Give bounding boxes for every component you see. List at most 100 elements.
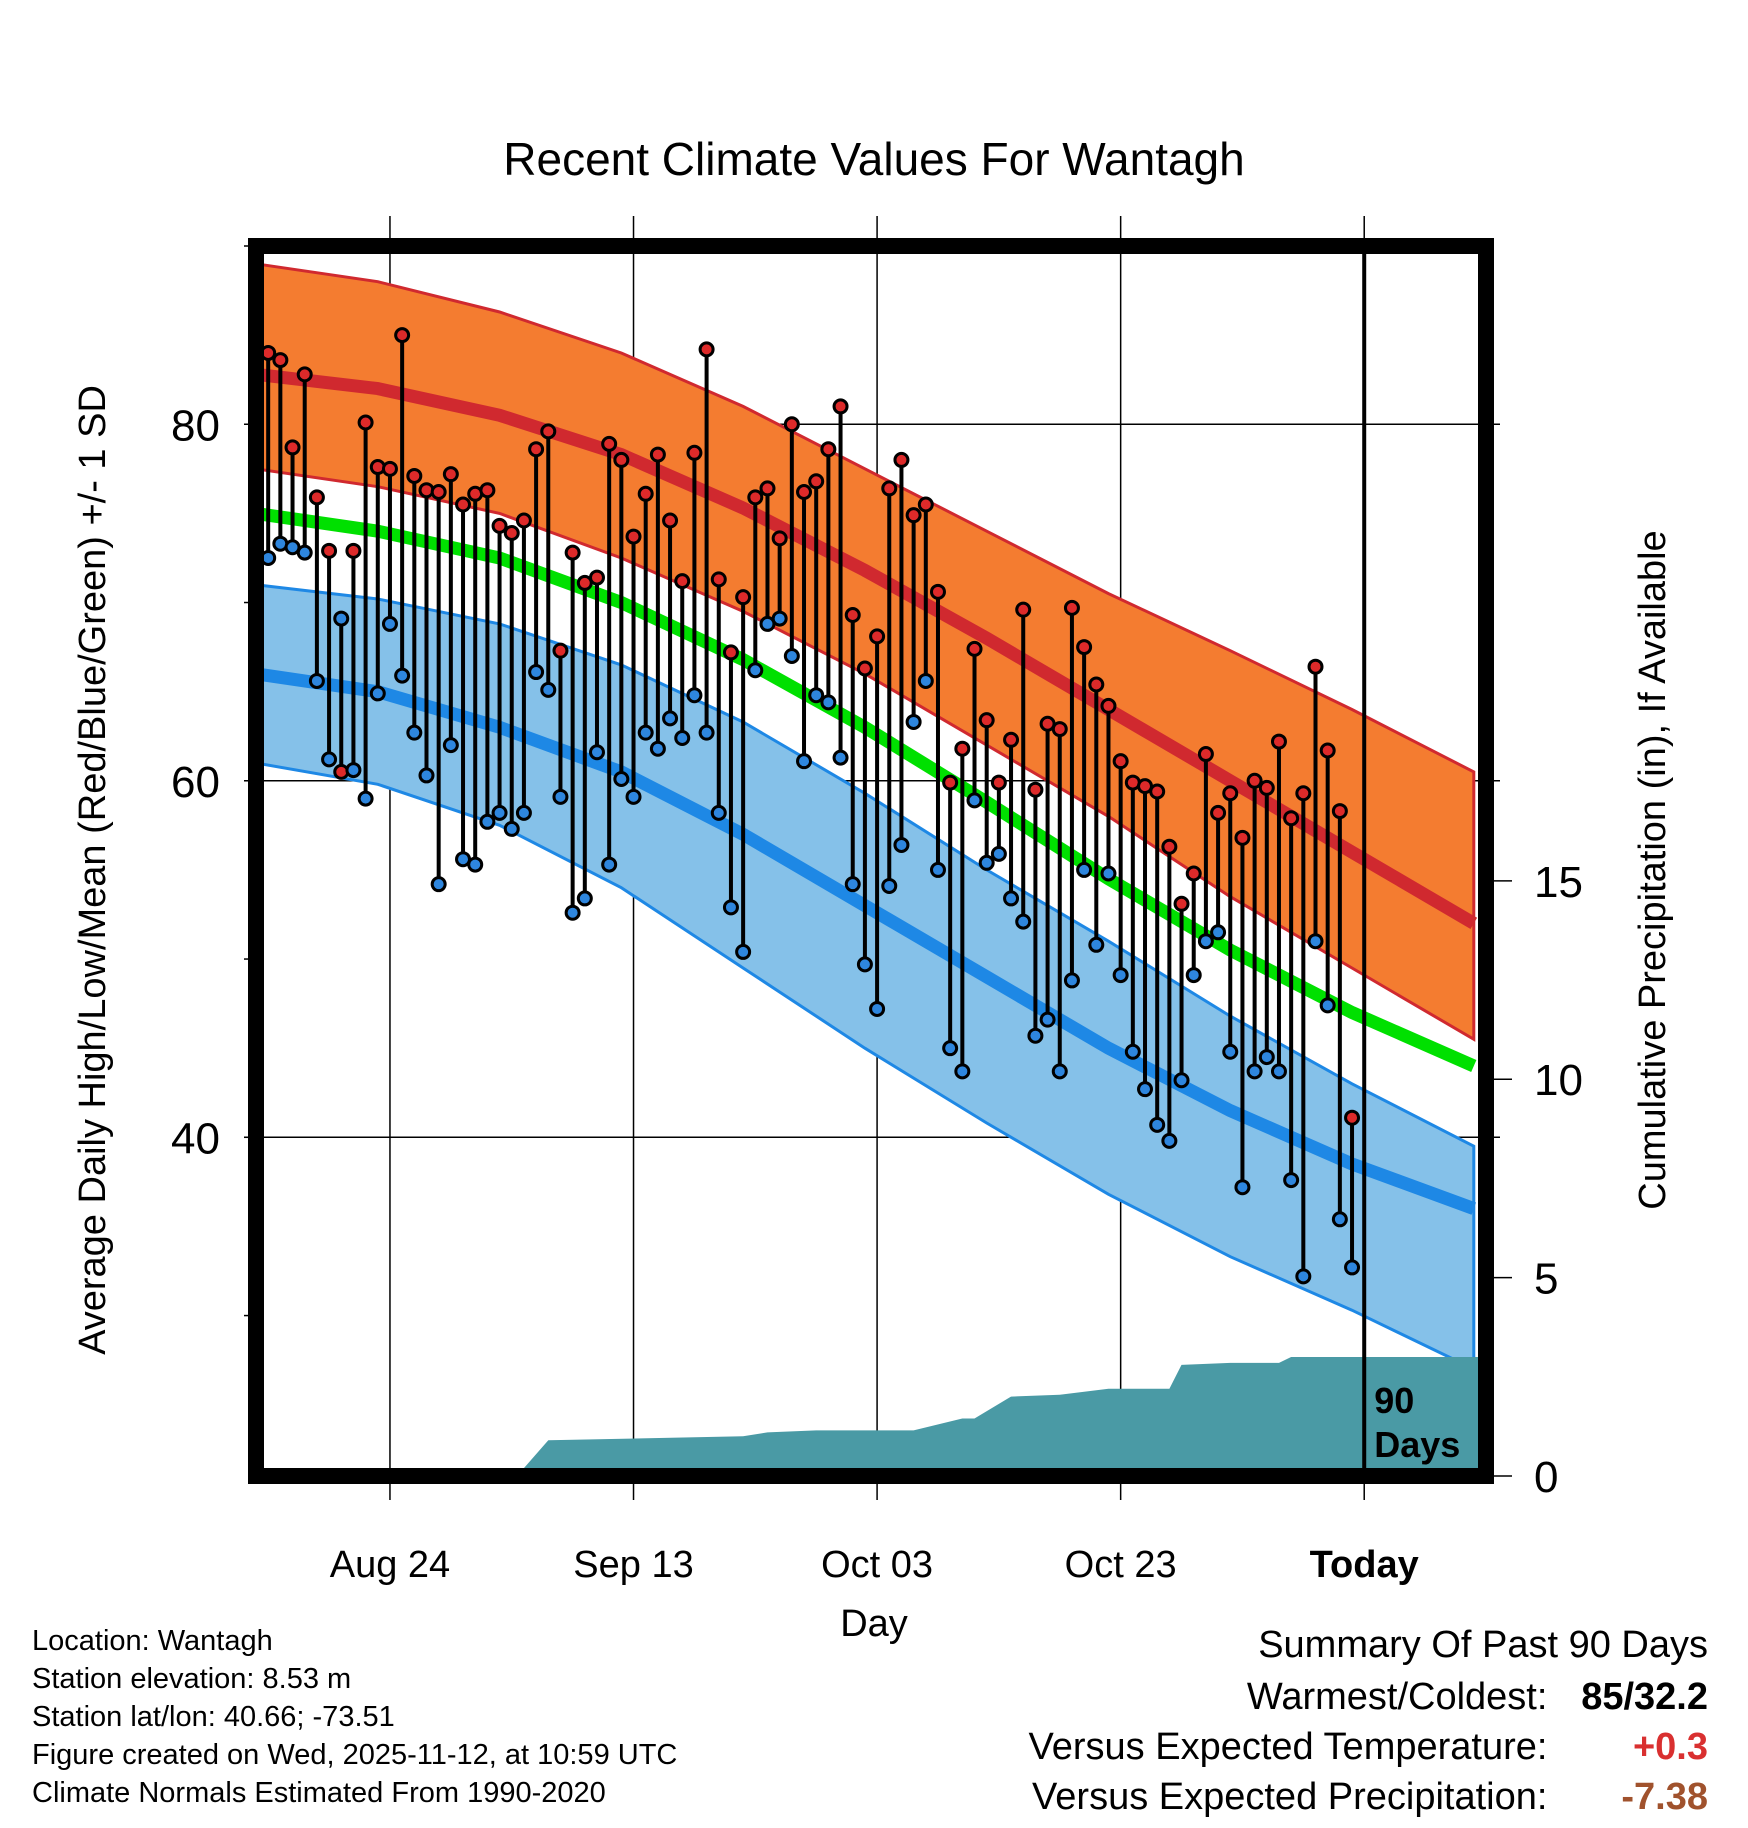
daily-high-point bbox=[674, 573, 691, 590]
daily-low-point bbox=[954, 1063, 971, 1080]
daily-low-point bbox=[564, 904, 581, 921]
daily-high-point bbox=[625, 528, 642, 545]
daily-low-point bbox=[333, 610, 350, 627]
daily-high-point bbox=[515, 512, 532, 529]
daily-high-point bbox=[1344, 1109, 1361, 1126]
daily-low-point bbox=[1246, 1063, 1263, 1080]
daily-low-point bbox=[1100, 865, 1117, 882]
daily-low-point bbox=[1173, 1072, 1190, 1089]
daily-high-point bbox=[1027, 781, 1044, 798]
daily-high-point bbox=[832, 398, 849, 415]
daily-high-point bbox=[430, 484, 447, 500]
daily-high-point bbox=[954, 740, 971, 757]
daily-low-point bbox=[1161, 1132, 1178, 1149]
daily-low-point bbox=[1003, 890, 1020, 907]
summary-precip-value: -7.38 bbox=[1621, 1776, 1708, 1818]
summary-temp-row: Versus Expected Temperature: +0.3 bbox=[1029, 1726, 1708, 1769]
daily-high-point bbox=[1270, 733, 1287, 750]
info-normals: Climate Normals Estimated From 1990-2020 bbox=[32, 1777, 606, 1809]
daily-high-point bbox=[1197, 746, 1214, 763]
daily-low-point bbox=[905, 713, 922, 730]
daily-low-point bbox=[406, 724, 423, 741]
daily-high-point bbox=[1234, 829, 1251, 846]
daily-high-point bbox=[1173, 895, 1190, 912]
daily-high-point bbox=[357, 414, 374, 431]
daily-low-point bbox=[832, 749, 849, 766]
summary-title: Summary Of Past 90 Days bbox=[1258, 1624, 1708, 1666]
plot-frame bbox=[248, 238, 1494, 1484]
daily-high-point bbox=[308, 489, 325, 506]
daily-low-point bbox=[1222, 1043, 1239, 1060]
daily-high-point bbox=[540, 423, 557, 440]
daily-low-point bbox=[942, 1040, 959, 1057]
summary-temp-value: +0.3 bbox=[1632, 1726, 1708, 1768]
daily-low-point bbox=[662, 710, 679, 727]
daily-high-point bbox=[710, 571, 727, 588]
y-axis-label: Average Daily High/Low/Mean (Red/Blue/Gr… bbox=[72, 385, 114, 1355]
daily-low-point bbox=[978, 854, 995, 871]
daily-low-point bbox=[710, 804, 727, 821]
daily-high-point bbox=[479, 482, 496, 499]
daily-low-point bbox=[674, 730, 691, 746]
info-elevation: Station elevation: 8.53 m bbox=[32, 1663, 352, 1695]
daily-low-point bbox=[613, 771, 630, 787]
daily-high-point bbox=[649, 446, 666, 463]
daily-low-point bbox=[1270, 1063, 1287, 1080]
x-axis-label: Day bbox=[840, 1603, 908, 1645]
daily-low-point bbox=[808, 687, 825, 704]
daily-low-point bbox=[929, 861, 946, 878]
info-created: Figure created on Wed, 2025-11-12, at 10… bbox=[32, 1739, 678, 1771]
daily-low-point bbox=[1063, 972, 1080, 989]
daily-high-point bbox=[796, 484, 813, 500]
daily-high-point bbox=[296, 366, 313, 383]
daily-high-point bbox=[1222, 785, 1239, 802]
daily-low-point bbox=[771, 610, 788, 627]
daily-low-point bbox=[576, 890, 593, 907]
daily-high-point bbox=[588, 569, 605, 586]
daily-high-point bbox=[381, 460, 398, 477]
daily-low-point bbox=[418, 767, 435, 784]
daily-high-point bbox=[1307, 658, 1324, 675]
daily-low-point bbox=[735, 943, 752, 960]
daily-low-point bbox=[1331, 1211, 1348, 1228]
daily-high-point bbox=[1258, 779, 1275, 796]
daily-low-point bbox=[698, 724, 715, 741]
daily-high-point bbox=[1015, 601, 1032, 618]
daily-low-point bbox=[1076, 861, 1093, 878]
daily-low-point bbox=[722, 899, 739, 916]
daily-low-point bbox=[394, 667, 411, 684]
daily-low-point bbox=[1197, 933, 1214, 950]
daily-low-point bbox=[1027, 1027, 1044, 1044]
daily-low-point bbox=[1039, 1011, 1056, 1028]
info-location: Location: Wantagh bbox=[32, 1625, 273, 1657]
daily-low-point bbox=[308, 672, 325, 689]
daily-low-point bbox=[1124, 1043, 1141, 1060]
daily-high-point bbox=[1100, 697, 1117, 714]
daily-high-point bbox=[990, 774, 1007, 791]
daily-low-point bbox=[1112, 967, 1129, 984]
daily-high-point bbox=[284, 439, 301, 456]
daily-high-point bbox=[455, 496, 472, 513]
x-tick-label: Aug 24 bbox=[330, 1544, 450, 1586]
daily-high-point bbox=[942, 774, 959, 791]
daily-low-point bbox=[381, 615, 398, 632]
y-tick-label: 40 bbox=[171, 1114, 220, 1163]
info-latlon: Station lat/lon: 40.66; -73.51 bbox=[32, 1701, 395, 1733]
daily-high-point bbox=[917, 496, 934, 513]
daily-low-point bbox=[588, 744, 605, 761]
daily-low-point bbox=[1234, 1179, 1251, 1196]
daily-low-point bbox=[1295, 1268, 1312, 1285]
daily-high-point bbox=[637, 485, 654, 502]
daily-low-point bbox=[1185, 967, 1202, 984]
daily-low-point bbox=[1307, 933, 1324, 950]
daily-low-point bbox=[625, 788, 642, 805]
precipitation-area bbox=[256, 1357, 1486, 1476]
daily-high-point bbox=[1003, 731, 1020, 748]
daily-high-point bbox=[698, 341, 715, 358]
daily-low-point bbox=[296, 544, 313, 561]
daily-low-point bbox=[1319, 997, 1336, 1014]
daily-low-point bbox=[990, 845, 1007, 862]
daily-high-point bbox=[1051, 721, 1068, 738]
x-tick-label: Today bbox=[1310, 1544, 1419, 1586]
daily-high-point bbox=[759, 480, 776, 497]
